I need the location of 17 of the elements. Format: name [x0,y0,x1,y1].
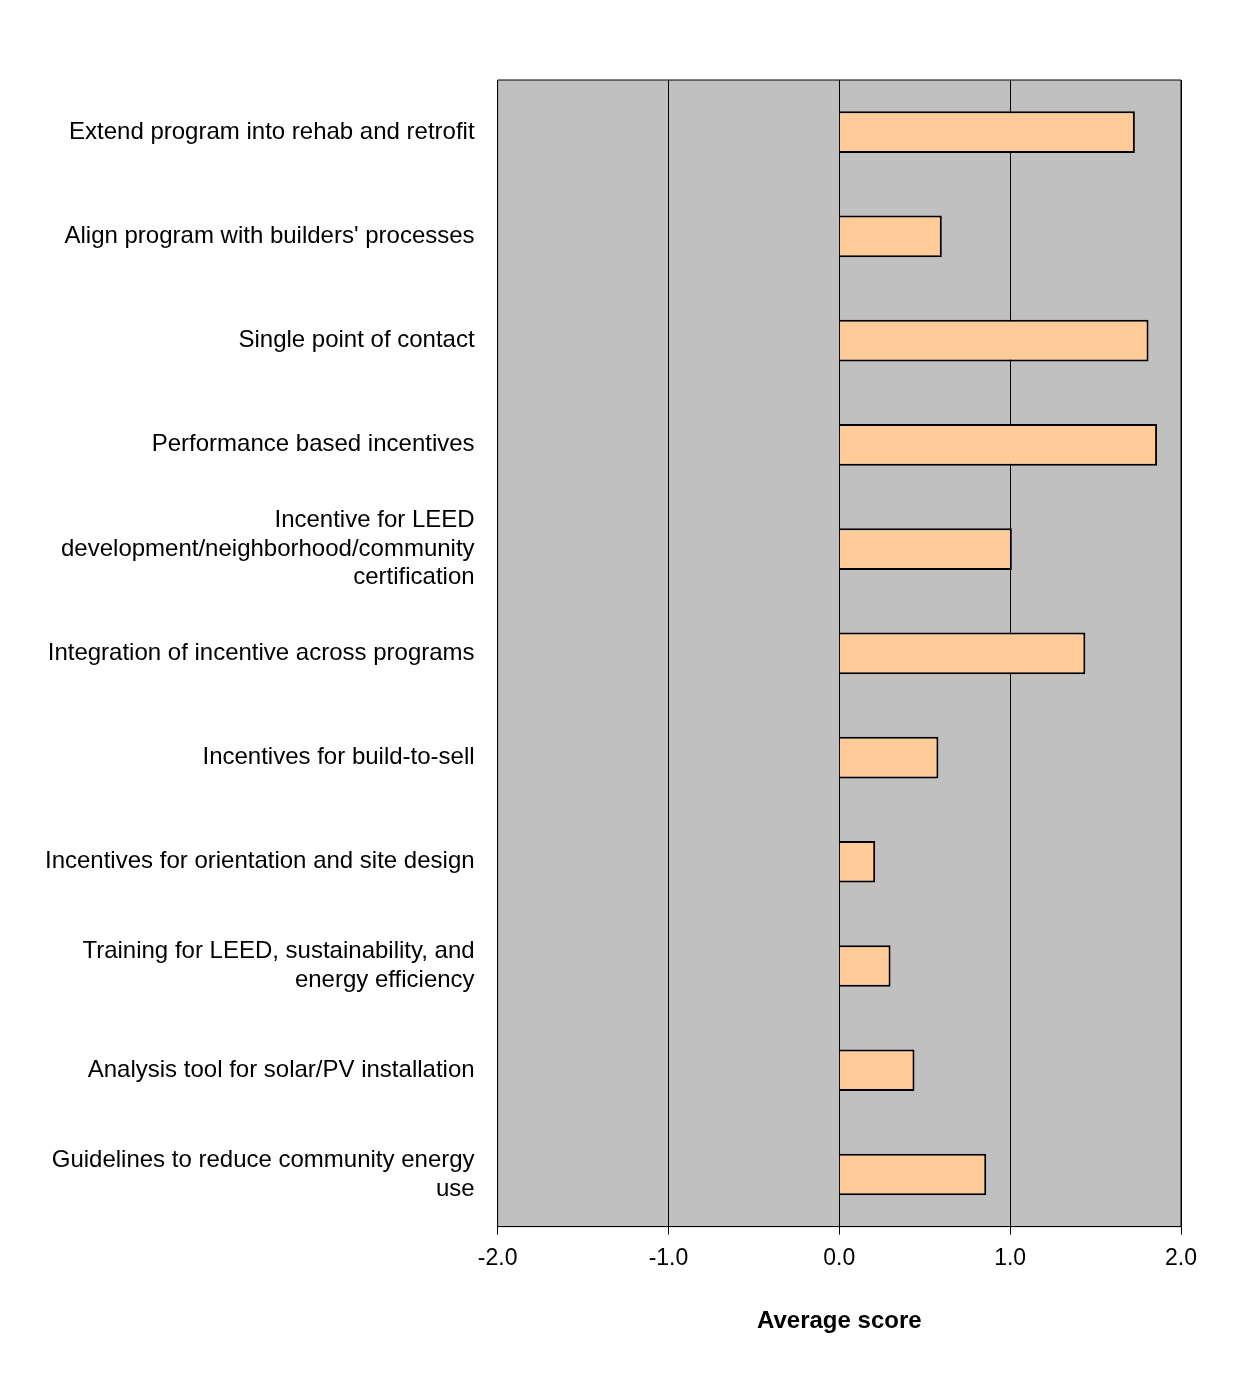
y-tick-label: Training for LEED, sustainability, and energy efficiency [82,936,475,993]
y-tick-label: Incentives for build-to-sell [202,742,475,770]
y-tick-label: Analysis tool for solar/PV installation [87,1054,475,1082]
y-tick-label: Integration of incentive across programs [47,637,475,665]
x-tick-label: -2.0 [477,1243,518,1270]
y-tick-label: Incentives for orientation and site design [44,846,475,874]
y-tick-label: Performance based incentives [151,429,475,457]
x-tick-label: -1.0 [648,1243,689,1270]
y-tick-label: Guidelines to reduce community energy use [51,1144,475,1201]
y-tick-label: Align program with builders' processes [64,220,475,248]
y-tick-label: Single point of contact [238,325,475,353]
y-tick-label: Incentive for LEED development/neighborhood/community certification [61,504,475,590]
x-tick-label: 0.0 [823,1243,856,1270]
x-axis-title: Average score [757,1306,922,1334]
y-tick-label: Extend program into rehab and retrofit [69,116,475,144]
x-tick-label: 2.0 [1165,1243,1197,1270]
x-tick-label: 1.0 [994,1243,1027,1270]
